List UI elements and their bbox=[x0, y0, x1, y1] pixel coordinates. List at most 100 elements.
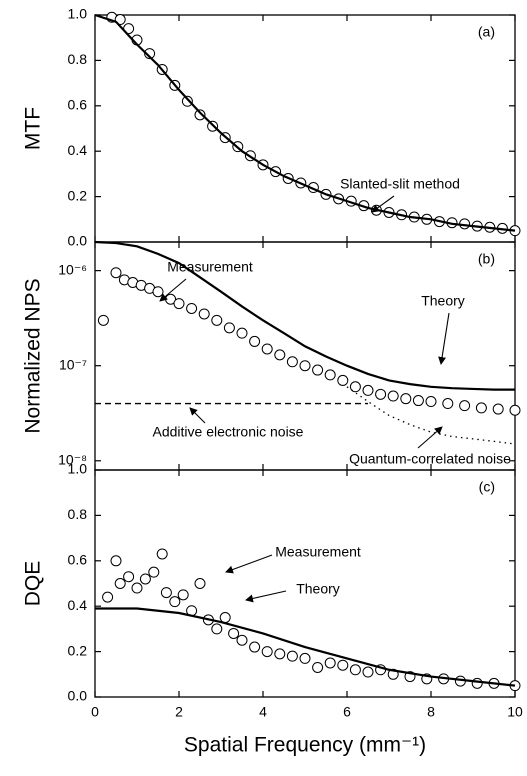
y-tick-label: 0.8 bbox=[68, 506, 88, 522]
data-point bbox=[349, 664, 361, 676]
curve bbox=[95, 607, 516, 687]
data-point bbox=[362, 666, 374, 678]
data-point bbox=[442, 398, 454, 410]
annotation: (b) bbox=[478, 251, 495, 267]
y-axis-label: Normalized NPS bbox=[22, 278, 45, 433]
data-point bbox=[261, 343, 273, 355]
curve bbox=[94, 13, 516, 232]
data-point bbox=[299, 652, 311, 664]
y-tick-label: 0.2 bbox=[68, 187, 88, 203]
data-point bbox=[274, 648, 286, 660]
data-point bbox=[194, 578, 206, 589]
x-tick-label: 8 bbox=[427, 704, 435, 720]
data-point bbox=[312, 364, 324, 376]
data-point bbox=[459, 400, 471, 412]
x-tick-label: 4 bbox=[259, 704, 267, 720]
x-tick-label: 6 bbox=[343, 704, 351, 720]
annotation: Theory bbox=[296, 581, 340, 597]
annotation-arrow bbox=[245, 590, 287, 603]
data-point bbox=[299, 360, 311, 372]
data-point bbox=[492, 403, 504, 415]
data-point bbox=[387, 390, 399, 402]
data-point bbox=[169, 596, 181, 608]
data-point bbox=[177, 589, 189, 601]
data-point bbox=[139, 573, 151, 585]
data-point bbox=[312, 661, 324, 673]
data-point bbox=[211, 314, 223, 326]
data-point bbox=[123, 571, 135, 583]
x-tick-label: 0 bbox=[91, 704, 99, 720]
data-point bbox=[181, 95, 193, 107]
y-tick-label: 0.0 bbox=[68, 688, 88, 704]
plot-frame bbox=[94, 14, 516, 243]
y-tick-label: 0.4 bbox=[68, 597, 88, 613]
data-point bbox=[186, 302, 198, 314]
data-point bbox=[249, 641, 261, 653]
y-tick-label: 0.4 bbox=[68, 142, 88, 158]
plot-frame bbox=[94, 469, 516, 698]
curve bbox=[346, 386, 516, 445]
data-point bbox=[324, 369, 336, 381]
annotation-arrow bbox=[438, 312, 450, 365]
annotation-arrow bbox=[225, 554, 273, 574]
annotation: (c) bbox=[479, 479, 495, 495]
x-axis-label: Spatial Frequency (mm⁻¹) bbox=[184, 734, 426, 757]
y-tick-label: 1.0 bbox=[68, 6, 88, 22]
y-tick-label: 0.6 bbox=[68, 552, 88, 568]
data-point bbox=[412, 395, 424, 407]
data-point bbox=[236, 327, 248, 339]
annotation: Quantum-correlated noise bbox=[349, 451, 511, 467]
data-point bbox=[110, 267, 122, 279]
y-tick-label: 10⁻⁷ bbox=[59, 356, 87, 372]
y-tick-label: 0.0 bbox=[68, 233, 88, 249]
annotation: (a) bbox=[478, 24, 495, 40]
data-point bbox=[97, 314, 109, 326]
data-point bbox=[131, 582, 143, 594]
data-point bbox=[148, 566, 160, 578]
data-point bbox=[425, 396, 437, 408]
x-tick-label: 10 bbox=[507, 704, 523, 720]
annotation: Slanted-slit method bbox=[340, 176, 460, 192]
data-point bbox=[228, 627, 240, 639]
annotation-arrow bbox=[371, 195, 395, 213]
y-axis-label: MTF bbox=[22, 107, 45, 150]
data-point bbox=[362, 384, 374, 396]
x-tick-label: 2 bbox=[175, 704, 183, 720]
data-point bbox=[160, 587, 172, 599]
data-point bbox=[286, 356, 298, 368]
annotation: Measurement bbox=[275, 544, 361, 560]
annotation: Measurement bbox=[167, 259, 253, 275]
data-point bbox=[144, 48, 156, 60]
data-point bbox=[286, 650, 298, 662]
data-point bbox=[219, 612, 231, 624]
annotation-arrow bbox=[417, 426, 443, 449]
data-point bbox=[375, 388, 387, 400]
data-point bbox=[223, 322, 235, 334]
data-point bbox=[211, 623, 223, 635]
data-point bbox=[110, 555, 122, 567]
annotation: Theory bbox=[421, 293, 465, 309]
data-point bbox=[475, 402, 487, 414]
annotation-arrow bbox=[159, 278, 187, 302]
data-point bbox=[509, 404, 521, 416]
data-point bbox=[337, 374, 349, 386]
y-tick-label: 0.2 bbox=[68, 642, 88, 658]
y-tick-label: 0.6 bbox=[68, 97, 88, 113]
data-point bbox=[194, 109, 206, 121]
data-point bbox=[156, 548, 168, 560]
data-point bbox=[152, 286, 164, 298]
data-point bbox=[249, 335, 261, 347]
y-tick-label: 10⁻⁸ bbox=[58, 451, 87, 467]
y-tick-label: 0.8 bbox=[68, 51, 88, 67]
annotation-arrow bbox=[189, 407, 206, 424]
curve bbox=[94, 240, 515, 391]
y-tick-label: 1.0 bbox=[68, 461, 88, 477]
data-point bbox=[114, 578, 126, 589]
data-point bbox=[102, 591, 114, 603]
data-point bbox=[400, 393, 412, 405]
data-point bbox=[236, 634, 248, 646]
data-point bbox=[337, 659, 349, 671]
data-point bbox=[173, 298, 185, 310]
annotation: Additive electronic noise bbox=[153, 424, 304, 440]
